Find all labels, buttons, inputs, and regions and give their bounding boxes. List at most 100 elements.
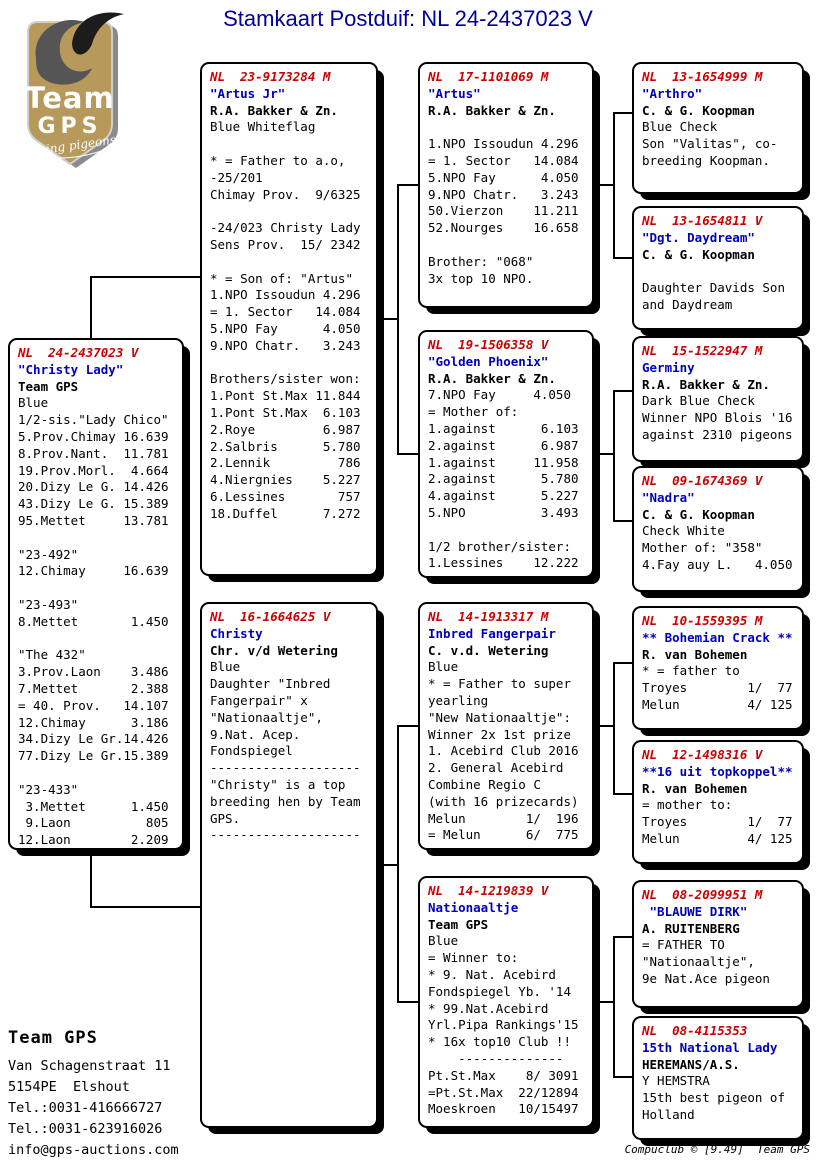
- ring-number: NL 23-9173284 M: [210, 69, 331, 84]
- pigeon-name: 15th National Lady: [642, 1039, 778, 1055]
- pigeon-details: Y HEMSTRA 15th best pigeon of Holland: [642, 1073, 785, 1122]
- pedigree-connector-line: [90, 848, 92, 908]
- pedigree-box-15th-national-lady: NL 08-4115353 15th National Lady HEREMAN…: [632, 1016, 804, 1140]
- page-title: Stamkaart Postduif: NL 24-2437023 V: [223, 6, 593, 31]
- pigeon-name: "Nadra": [642, 489, 695, 505]
- pedigree-box-germiny: NL 15-1522947 M Germiny R.A. Bakker & Zn…: [632, 336, 804, 462]
- pedigree-box-arthro: NL 13-1654999 M "Arthro" C. & G. Koopman…: [632, 62, 804, 194]
- pigeon-name: Inbred Fangerpair: [428, 625, 556, 641]
- owner-name: C. & G. Koopman: [642, 102, 755, 118]
- ring-number: NL 17-1101069 M: [428, 69, 549, 84]
- software-credit: Compuclub © [9.49] Team GPS: [624, 1143, 810, 1156]
- pedigree-connector-line: [594, 1001, 614, 1003]
- pigeon-name: "Christy Lady": [18, 361, 124, 377]
- pedigree-connector-line: [378, 864, 398, 866]
- pedigree-connector-line: [613, 793, 632, 795]
- pedigree-connector-line: [397, 184, 418, 186]
- ring-number: NL 13-1654811 V: [642, 213, 763, 228]
- pedigree-connector-line: [397, 725, 418, 727]
- pedigree-connector-line: [613, 257, 632, 259]
- ring-number: NL 19-1506358 V: [428, 337, 549, 352]
- pedigree-connector-line: [90, 906, 200, 908]
- bird-tail-icon: [72, 12, 124, 55]
- team-gps-logo: Team GPS Racing pigeons: [21, 12, 124, 168]
- pedigree-connector-line: [90, 276, 92, 340]
- pigeon-details: 7.NPO Fay 4.050 = Mother of: 1.against 6…: [428, 387, 579, 571]
- pigeon-name: "Artus Jr": [210, 85, 286, 101]
- ring-number: NL 14-1913317 M: [428, 609, 549, 624]
- ring-number: NL 10-1559395 M: [642, 613, 763, 628]
- ring-number: NL 08-2099951 M: [642, 887, 763, 902]
- ring-number: NL 16-1664625 V: [210, 609, 331, 624]
- pigeon-details: Blue Check Son "Valitas", co- breeding K…: [642, 119, 778, 168]
- pedigree-box-inbred-fangerpair: NL 14-1913317 M Inbred Fangerpair C. v.d…: [418, 602, 594, 850]
- pedigree-connector-line: [613, 390, 615, 522]
- pigeon-details: * = father to Troyes 1/ 77 Melun 4/ 125: [642, 663, 793, 712]
- pedigree-connector-line: [613, 112, 632, 114]
- pigeon-name: ** Bohemian Crack **: [642, 629, 793, 645]
- pedigree-connector-line: [397, 184, 399, 455]
- pigeon-details: = mother to: Troyes 1/ 77 Melun 4/ 125: [642, 797, 793, 846]
- owner-name: C. & G. Koopman: [642, 246, 755, 262]
- pedigree-box-artus: NL 17-1101069 M "Artus" R.A. Bakker & Zn…: [418, 62, 594, 308]
- pigeon-details: Blue Daughter "Inbred Fangerpair" x "Nat…: [210, 659, 361, 843]
- pedigree-box-nadra: NL 09-1674369 V "Nadra" C. & G. Koopman …: [632, 466, 804, 592]
- pedigree-connector-line: [613, 936, 615, 1078]
- owner-name: Chr. v/d Wetering: [210, 642, 338, 658]
- logo-text-gps: GPS: [37, 114, 102, 139]
- pigeon-details: = FATHER TO "Nationaaltje", 9e Nat.Ace p…: [642, 937, 770, 986]
- loft-address: Van Schagenstraat 11 5154PE Elshout Tel.…: [8, 1058, 179, 1158]
- pigeon-details: Blue Whiteflag * = Father to a.o, -25/20…: [210, 119, 361, 521]
- pedigree-connector-line: [613, 520, 632, 522]
- pigeon-name: "BLAUWE DIRK": [642, 903, 748, 919]
- pigeon-details: Daughter Davids Son and Daydream: [642, 280, 785, 312]
- pigeon-name: **16 uit topkoppel**: [642, 763, 793, 779]
- pedigree-box-blauwe-dirk: NL 08-2099951 M "BLAUWE DIRK" A. RUITENB…: [632, 880, 804, 1008]
- owner-name: R. van Bohemen: [642, 780, 748, 796]
- pedigree-connector-line: [397, 1001, 418, 1003]
- owner-name: R.A. Bakker & Zn.: [210, 102, 338, 118]
- pedigree-box-artus-jr: NL 23-9173284 M "Artus Jr" R.A. Bakker &…: [200, 62, 378, 576]
- owner-name: R. van Bohemen: [642, 646, 748, 662]
- ring-number: NL 09-1674369 V: [642, 473, 763, 488]
- owner-name: Team GPS: [428, 916, 489, 932]
- logo-text-team: Team: [25, 81, 114, 115]
- ring-number: NL 08-4115353: [642, 1023, 748, 1038]
- pedigree-box-christy-lady: NL 24-2437023 V "Christy Lady" Team GPS …: [8, 338, 184, 850]
- pedigree-box-bohemian-crack: NL 10-1559395 M ** Bohemian Crack ** R. …: [632, 606, 804, 730]
- pigeon-details: Blue 1/2-sis."Lady Chico" 5.Prov.Chimay …: [18, 395, 169, 848]
- bird-swoosh-icon: [35, 19, 92, 85]
- pigeon-details: Check White Mother of: "358" 4.Fay auy L…: [642, 523, 793, 572]
- pedigree-box-christy: NL 16-1664625 V Christy Chr. v/d Weterin…: [200, 602, 378, 1128]
- owner-name: A. RUITENBERG: [642, 920, 740, 936]
- pedigree-connector-line: [613, 1076, 632, 1078]
- ring-number: NL 14-1219839 V: [428, 883, 549, 898]
- pigeon-details: Blue = Winner to: * 9. Nat. Acebird Fond…: [428, 933, 579, 1117]
- owner-name: HEREMANS/A.S.: [642, 1056, 740, 1072]
- loft-name: Team GPS: [8, 1028, 98, 1048]
- pigeon-name: "Arthro": [642, 85, 703, 101]
- owner-name: R.A. Bakker & Zn.: [642, 376, 770, 392]
- pedigree-connector-line: [378, 318, 398, 320]
- ring-number: NL 12-1498316 V: [642, 747, 763, 762]
- pedigree-connector-line: [594, 184, 614, 186]
- owner-name: R.A. Bakker & Zn.: [428, 102, 556, 118]
- owner-name: C. & G. Koopman: [642, 506, 755, 522]
- pigeon-details: Blue * = Father to super yearling "New N…: [428, 659, 579, 843]
- owner-name: C. v.d. Wetering: [428, 642, 549, 658]
- pedigree-connector-line: [613, 936, 632, 938]
- owner-name: R.A. Bakker & Zn.: [428, 370, 556, 386]
- pedigree-connector-line: [594, 453, 614, 455]
- ring-number: NL 15-1522947 M: [642, 343, 763, 358]
- pigeon-name: Christy: [210, 625, 263, 641]
- ring-number: NL 13-1654999 M: [642, 69, 763, 84]
- pedigree-connector-line: [397, 725, 399, 1003]
- pedigree-connector-line: [594, 725, 614, 727]
- pedigree-connector-line: [613, 390, 632, 392]
- loft-contact: Team GPS Van Schagenstraat 11 5154PE Els…: [8, 1028, 179, 1161]
- pigeon-name: "Golden Phoenix": [428, 353, 549, 369]
- pigeon-name: Nationaaltje: [428, 899, 519, 915]
- pedigree-box-golden-phoenix: NL 19-1506358 V "Golden Phoenix" R.A. Ba…: [418, 330, 594, 578]
- owner-name: Team GPS: [18, 378, 79, 394]
